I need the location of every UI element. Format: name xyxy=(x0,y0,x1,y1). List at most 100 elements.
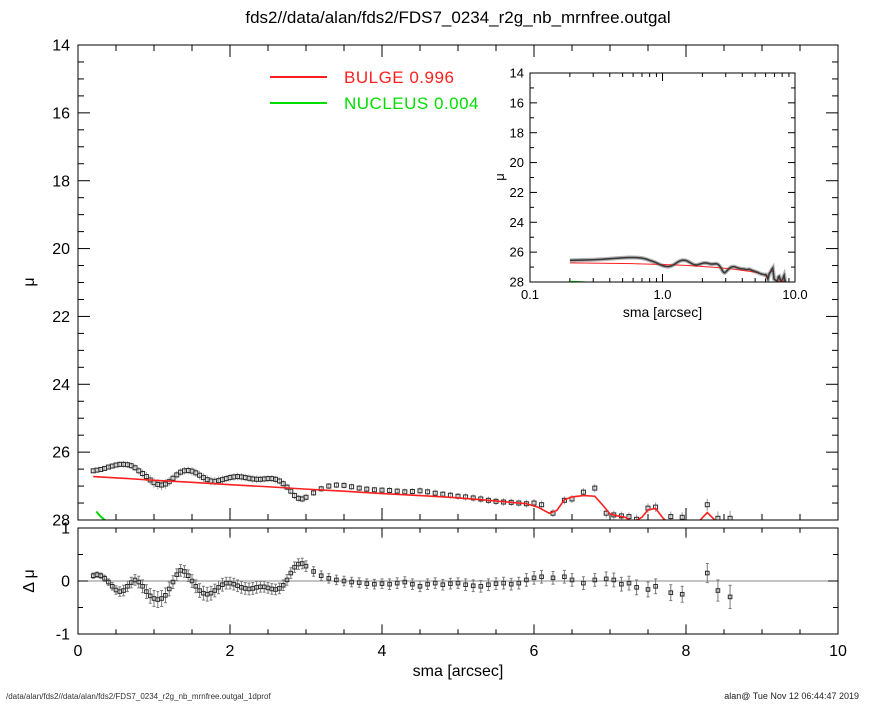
main-axis-ticks xyxy=(77,44,839,634)
residual-point-square xyxy=(334,577,339,583)
data-point-square xyxy=(371,487,377,493)
x-axis-labels: 0 2 4 6 8 10 sma [arcsec] xyxy=(74,643,847,680)
tick-label: 1 xyxy=(61,521,70,538)
tick-label: 14 xyxy=(52,38,70,55)
data-point-square xyxy=(432,490,438,496)
residual-point-square xyxy=(539,574,544,580)
residual-point-square xyxy=(136,579,142,585)
residual-point-square xyxy=(284,577,290,583)
residual-point-square xyxy=(550,575,556,581)
residual-point-square xyxy=(318,573,324,579)
data-point-square xyxy=(303,494,309,500)
tick-label: 1.0 xyxy=(653,287,671,302)
data-point-square xyxy=(292,493,298,499)
residual-point-square xyxy=(364,581,370,586)
data-point-square xyxy=(592,485,598,491)
residual-point-square xyxy=(326,576,332,581)
inset-ylabel: μ xyxy=(492,173,507,181)
residual-point-square xyxy=(611,577,617,583)
tick-label: 0 xyxy=(61,574,70,591)
data-point-square xyxy=(170,475,176,481)
data-point-square xyxy=(311,490,317,496)
residual-point-square xyxy=(174,572,180,577)
x-axis-title: sma [arcsec] xyxy=(413,663,504,680)
residual-point-square xyxy=(125,584,130,589)
residual-point-square xyxy=(292,564,297,570)
tick-label: 10.0 xyxy=(782,287,807,302)
data-point-square xyxy=(668,514,674,520)
residual-point-square xyxy=(128,580,134,585)
data-point-square xyxy=(288,488,294,494)
residual-point-square xyxy=(402,579,408,585)
residual-point-square xyxy=(425,581,430,587)
tick-label: 24 xyxy=(510,215,524,230)
bulge-legend-label: BULGE 0.996 xyxy=(344,68,455,87)
residual-plot-frame xyxy=(77,527,839,635)
data-point-square xyxy=(394,488,400,494)
residual-point-square xyxy=(356,580,362,585)
inset-xlabel: sma [arcsec] xyxy=(623,304,702,320)
inset-data xyxy=(569,255,788,282)
residual-point-square xyxy=(470,583,476,589)
residual-point-square xyxy=(501,580,506,586)
residual-point-square xyxy=(679,591,685,597)
data-point-square xyxy=(356,485,362,491)
tick-label: 16 xyxy=(510,95,524,110)
residual-point-square xyxy=(645,587,651,592)
data-point-square xyxy=(470,495,476,501)
residual-point-square xyxy=(166,586,172,592)
residual-point-square xyxy=(299,561,305,566)
main-axis-labels: 14 16 18 20 22 24 26 28 μ xyxy=(21,38,70,530)
tick-label: 14 xyxy=(510,66,524,81)
residual-point-square xyxy=(193,584,199,589)
residual-point-square xyxy=(704,570,710,576)
tick-label: 22 xyxy=(510,185,524,200)
tick-label: 18 xyxy=(52,173,70,190)
residual-point-square xyxy=(121,588,126,593)
plot-title: fds2//data/alan/fds2/FDS7_0234_r2g_nb_mr… xyxy=(245,8,671,27)
residual-point-square xyxy=(668,590,674,595)
residual-point-square xyxy=(653,584,658,589)
data-point-square xyxy=(402,489,408,495)
nucleus-fit-line xyxy=(95,510,107,520)
tick-label: 24 xyxy=(52,377,70,394)
residual-point-square xyxy=(372,581,377,587)
tick-label: 22 xyxy=(52,309,70,326)
residual-point-square xyxy=(478,584,484,589)
residual-point-square xyxy=(516,580,522,586)
residual-point-square xyxy=(106,579,111,585)
residual-point-square xyxy=(727,594,733,600)
legend-row-nucleus: NUCLEUS 0.004 xyxy=(270,94,479,114)
residual-point-square xyxy=(109,584,115,589)
data-point-square xyxy=(280,481,286,487)
data-point-square xyxy=(349,484,355,490)
data-point-square xyxy=(379,487,385,493)
tick-label: 0 xyxy=(74,643,83,660)
residual-point-square xyxy=(280,582,286,588)
residual-point-square xyxy=(493,581,499,586)
data-point-square xyxy=(425,489,431,495)
tick-label: 28 xyxy=(52,513,70,530)
inset-plot: 14 16 18 20 22 24 26 280.1 1.0 10.0 sma [arcsec] μ xyxy=(492,66,808,320)
residual-point-square xyxy=(619,581,624,587)
data-point-square xyxy=(174,472,180,478)
residual-point-square xyxy=(634,585,639,590)
residual-point-square xyxy=(531,575,537,581)
residual-point-square xyxy=(182,569,187,574)
tick-label: 26 xyxy=(52,445,70,462)
residual-point-square xyxy=(144,589,149,594)
data-point-square xyxy=(136,468,142,474)
residual-point-square xyxy=(379,581,385,586)
residual-point-square xyxy=(592,577,598,583)
nucleus-legend-label: NUCLEUS 0.004 xyxy=(344,94,480,113)
residual-data-points xyxy=(90,557,733,610)
tick-label: 20 xyxy=(52,241,70,258)
legend-row-bulge: BULGE 0.996 xyxy=(270,68,454,88)
main-ylabel: μ xyxy=(21,277,38,286)
residual-point-square xyxy=(463,582,468,588)
residual-point-square xyxy=(212,588,218,593)
residual-point-square xyxy=(216,585,221,590)
residual-point-square xyxy=(349,579,354,585)
data-point-square xyxy=(132,465,138,471)
